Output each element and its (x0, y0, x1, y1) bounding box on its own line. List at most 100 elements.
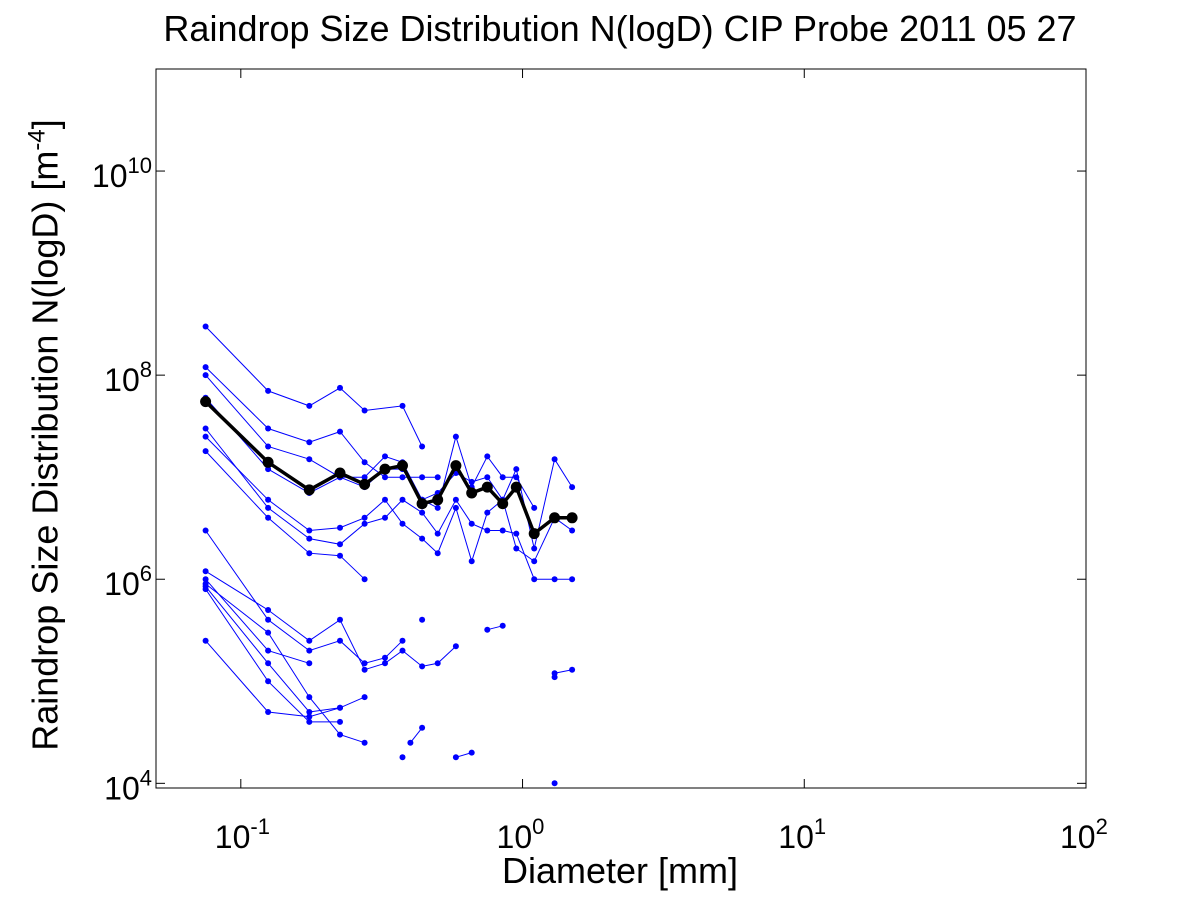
y-tick-label: 104 (104, 765, 152, 806)
chart-title: Raindrop Size Distribution N(logD) CIP P… (163, 8, 1077, 49)
data-point (419, 616, 426, 623)
data-point (306, 713, 313, 720)
mean-point (334, 467, 346, 479)
x-tick-label: 102 (1060, 814, 1108, 855)
mean-point (497, 498, 509, 510)
series-12 (202, 580, 368, 746)
data-point (399, 402, 406, 409)
data-point (361, 694, 368, 701)
data-point (468, 749, 475, 756)
series-21 (551, 780, 558, 787)
data-point (419, 663, 426, 670)
plot-frame (155, 68, 1087, 789)
series-15 (484, 622, 506, 633)
data-point (499, 474, 506, 481)
data-point (306, 718, 313, 725)
data-point (531, 576, 538, 583)
data-point (399, 647, 406, 654)
y-tick-label: 1010 (92, 153, 152, 194)
data-point (306, 456, 313, 463)
data-point (361, 666, 368, 673)
data-point (531, 558, 538, 565)
data-point (361, 739, 368, 746)
data-point (337, 731, 343, 738)
data-point (306, 637, 313, 644)
tick-label-layer: 10-1 100 101 102 104 106 108 1010 (92, 153, 1108, 855)
mean-point (416, 498, 428, 510)
data-point (265, 660, 272, 667)
data-point (399, 520, 406, 527)
data-point (531, 504, 538, 511)
data-point (452, 496, 459, 503)
data-point (265, 466, 272, 473)
mean-point (528, 528, 540, 540)
series-line (205, 588, 340, 723)
data-point (337, 428, 343, 435)
data-point (484, 509, 491, 516)
data-point (202, 580, 209, 587)
data-point (265, 443, 272, 450)
data-point (513, 466, 520, 473)
data-point (484, 527, 491, 534)
y-axis-label-suffix: ] (24, 119, 66, 130)
data-point (434, 660, 441, 667)
data-point (265, 387, 272, 394)
data-point (306, 550, 313, 557)
data-point (202, 433, 209, 440)
data-point (306, 527, 313, 534)
series-line (205, 570, 457, 671)
data-point (306, 402, 313, 409)
series-22 (551, 674, 558, 681)
data-point (434, 530, 441, 537)
data-point (306, 439, 313, 446)
mean-point (379, 463, 391, 475)
data-point (202, 637, 209, 644)
data-point (361, 407, 368, 414)
data-point (202, 372, 209, 379)
data-point (306, 709, 313, 715)
data-point (382, 660, 388, 667)
data-point (419, 443, 426, 450)
data-point (434, 550, 441, 557)
series-14 (202, 586, 343, 725)
data-point (569, 576, 576, 583)
x-tick-label: 10-1 (215, 814, 270, 855)
y-tick-label: 108 (104, 357, 152, 398)
data-point (551, 456, 558, 463)
data-point (434, 474, 441, 481)
mean-point (450, 460, 462, 472)
data-point (306, 647, 313, 654)
data-point (531, 545, 538, 552)
y-axis-label-text: Raindrop Size Distribution N(logD) [m (24, 150, 66, 751)
data-point (407, 739, 414, 746)
data-point (513, 530, 520, 537)
plot-background (156, 69, 1086, 788)
series-7 (202, 448, 368, 583)
series-1 (202, 323, 426, 450)
data-point (484, 453, 491, 460)
mean-point (200, 396, 212, 408)
data-point (265, 678, 272, 685)
data-point (337, 718, 343, 725)
mean-point (397, 460, 408, 472)
data-point (551, 576, 558, 583)
data-point (202, 448, 209, 455)
series-20 (419, 616, 426, 623)
data-point (382, 496, 388, 503)
data-point (484, 474, 491, 481)
x-tick-label: 100 (497, 814, 545, 855)
y-axis-label-container: Raindrop Size Distribution N(logD) [m-4] (0, 0, 90, 900)
mean-series-layer (200, 396, 578, 540)
mean-point (262, 456, 274, 468)
data-point (484, 626, 491, 633)
mean-point (566, 512, 578, 524)
data-point (419, 724, 426, 731)
data-point (452, 504, 459, 511)
mean-point (303, 484, 315, 496)
data-point (202, 323, 209, 330)
data-point (569, 527, 576, 534)
data-point (361, 520, 368, 527)
data-point (265, 496, 272, 503)
data-point (265, 504, 272, 511)
